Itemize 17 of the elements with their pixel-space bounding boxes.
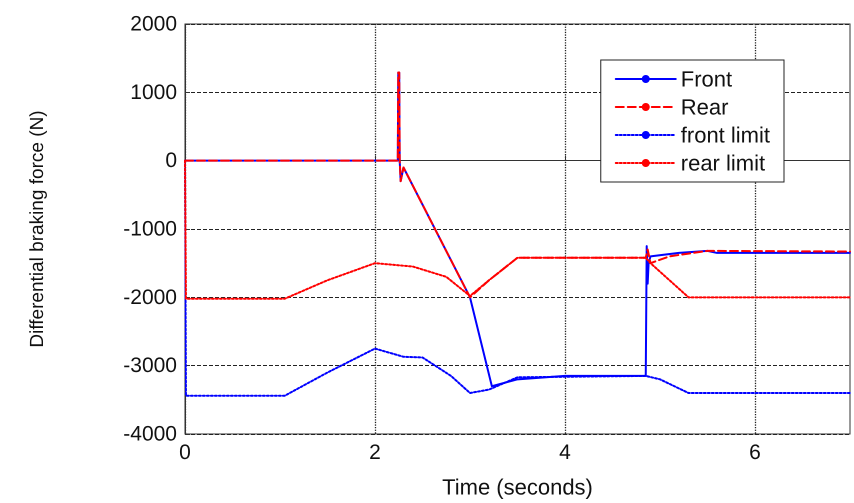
x-axis-title: Time (seconds): [442, 474, 593, 500]
y-tick-label: 1000: [130, 80, 177, 104]
x-tick-label: 0: [179, 441, 191, 464]
legend-label: Rear: [680, 94, 728, 120]
x-tick-label: 6: [749, 441, 761, 464]
x-tick-label: 4: [559, 441, 572, 464]
y-tick-label: 0: [165, 149, 177, 172]
y-tick-label: 2000: [130, 12, 177, 36]
y-tick-label: -4000: [123, 422, 177, 446]
x-tick-label: 2: [369, 441, 381, 464]
y-tick-label: -1000: [123, 218, 177, 240]
legend-label: rear limit: [680, 150, 766, 176]
legend-label: front limit: [680, 122, 770, 148]
y-tick-label: -3000: [123, 354, 177, 378]
y-axis-title: Differential braking force (N): [27, 110, 48, 348]
legend-label: Front: [680, 66, 732, 92]
y-tick-label: -2000: [123, 286, 177, 309]
